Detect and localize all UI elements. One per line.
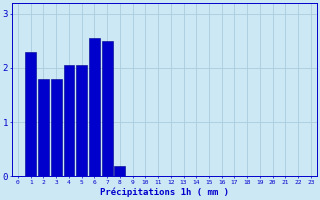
Bar — [76, 65, 87, 176]
Bar — [89, 38, 100, 176]
Bar — [38, 79, 49, 176]
Bar — [51, 79, 62, 176]
X-axis label: Précipitations 1h ( mm ): Précipitations 1h ( mm ) — [100, 188, 229, 197]
Bar — [115, 166, 125, 176]
Bar — [25, 52, 36, 176]
Bar — [102, 41, 113, 176]
Bar — [63, 65, 74, 176]
